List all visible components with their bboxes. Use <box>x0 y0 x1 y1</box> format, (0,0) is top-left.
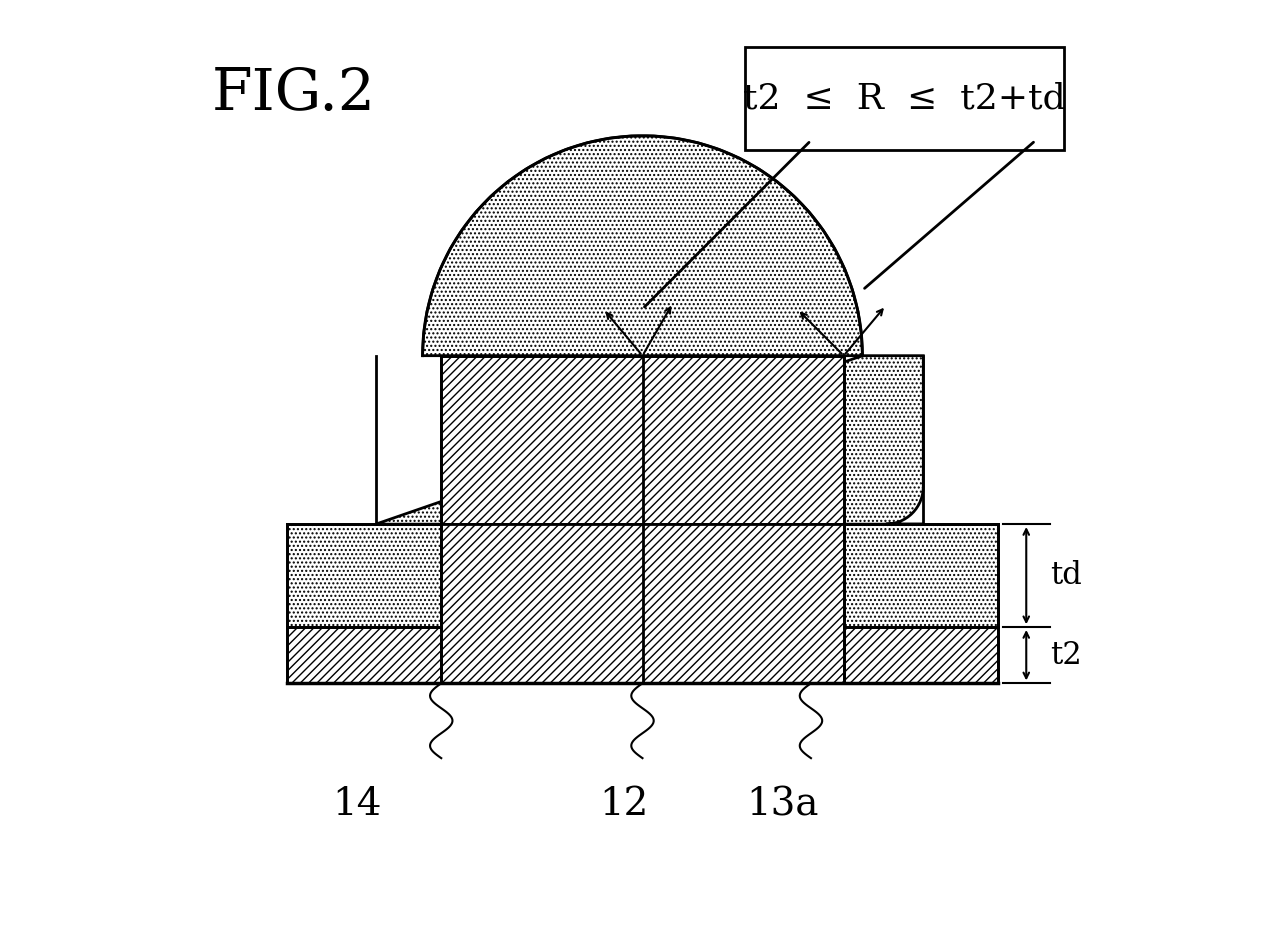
Polygon shape <box>375 136 924 524</box>
Text: t2: t2 <box>1050 639 1082 671</box>
Bar <box>287 524 441 627</box>
FancyBboxPatch shape <box>745 47 1064 150</box>
Bar <box>441 356 844 683</box>
Bar <box>844 524 998 627</box>
Text: 14: 14 <box>333 786 382 824</box>
Text: 13a: 13a <box>747 786 819 824</box>
Bar <box>441 524 844 683</box>
Text: t2  ≤  R  ≤  t2+td: t2 ≤ R ≤ t2+td <box>743 81 1065 115</box>
Bar <box>441 356 844 524</box>
Text: td: td <box>1050 560 1082 592</box>
Text: 12: 12 <box>599 786 649 824</box>
Text: FIG.2: FIG.2 <box>212 66 377 122</box>
Bar <box>287 627 998 683</box>
